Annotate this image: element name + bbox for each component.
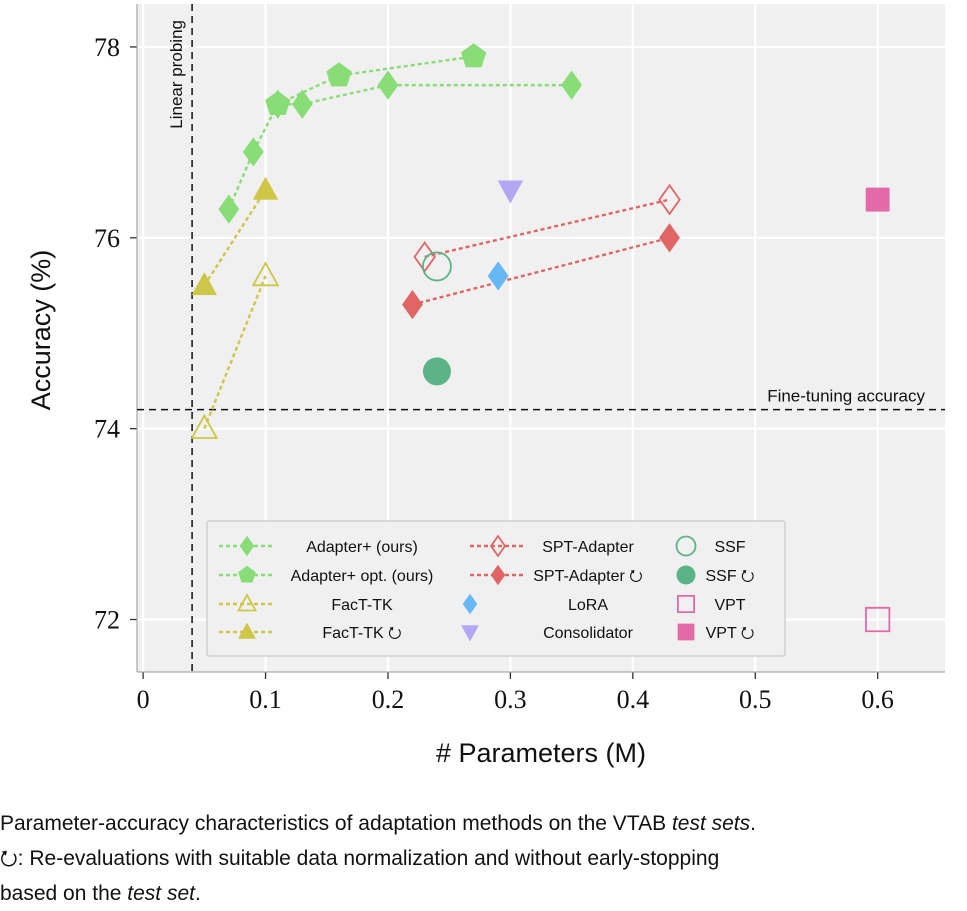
x-tick-label: 0.2 bbox=[372, 685, 405, 714]
adapter-ours-point bbox=[291, 89, 313, 119]
adapter-opt-ours-point bbox=[326, 62, 352, 87]
fact-tk-point bbox=[252, 176, 279, 200]
x-tick-label: 0.4 bbox=[617, 685, 650, 714]
y-tick-label: 74 bbox=[94, 415, 120, 444]
vpt-point bbox=[865, 187, 890, 212]
caption-text: ⭮: Re-evaluations with suitable data nor… bbox=[0, 847, 720, 870]
x-tick-label: 0 bbox=[137, 685, 150, 714]
legend-marker bbox=[238, 565, 256, 583]
fine-tuning-label: Fine-tuning accuracy bbox=[767, 387, 925, 406]
spt-adapter-point bbox=[402, 289, 423, 320]
fact-tk-point bbox=[251, 261, 280, 287]
adapter-opt-ours-line bbox=[277, 55, 474, 106]
series-lines bbox=[203, 55, 670, 430]
legend-marker bbox=[675, 535, 697, 557]
axes: 0 0.1 0.2 0.3 0.4 0.5 0.6 72 74 76 78 # Parameters … bbox=[26, 4, 945, 768]
legend-label: FacT-TK ⭮ bbox=[322, 625, 401, 642]
x-tick-label: 0.5 bbox=[739, 685, 772, 714]
legend-label: SSF ⭮ bbox=[705, 568, 754, 585]
vpt-point bbox=[865, 606, 891, 633]
legend-marker bbox=[462, 593, 478, 615]
figure-caption: Parameter-accuracy characteristics of ad… bbox=[0, 806, 967, 911]
legend-label: SPT-Adapter bbox=[542, 539, 634, 556]
legend-label: FacT-TK bbox=[331, 597, 393, 614]
legend-marker bbox=[238, 622, 256, 639]
adapter-ours-point bbox=[218, 194, 240, 224]
ssf-point bbox=[422, 357, 451, 386]
caption-line-3: based on the test set. bbox=[0, 876, 967, 911]
legend-label: Adapter+ opt. (ours) bbox=[291, 568, 434, 585]
caption-text: Parameter-accuracy characteristics of ad… bbox=[0, 812, 672, 835]
caption-text: . bbox=[750, 812, 756, 835]
legend-label: Adapter+ (ours) bbox=[306, 539, 418, 556]
spt-adapter-point bbox=[658, 183, 681, 216]
adapter-ours-line bbox=[227, 83, 572, 210]
caption-text: based on the bbox=[0, 882, 128, 905]
legend-label: LoRA bbox=[568, 597, 608, 614]
scatter-chart: 0 0.1 0.2 0.3 0.4 0.5 0.6 72 74 76 78 # Parameters … bbox=[26, 4, 945, 768]
linear-probing-label: Linear probing bbox=[167, 20, 186, 129]
y-tick-label: 76 bbox=[94, 224, 120, 253]
adapter-ours-point bbox=[242, 137, 264, 167]
legend-marker bbox=[239, 535, 255, 557]
fact-tk-point bbox=[191, 271, 218, 296]
legend-label: Consolidator bbox=[543, 625, 634, 642]
adapter-ours-point bbox=[377, 70, 399, 100]
spt-adapter-point bbox=[413, 241, 436, 273]
fact-tk-line bbox=[203, 189, 267, 287]
caption-text: . bbox=[194, 882, 201, 905]
legend-label: SSF bbox=[714, 539, 745, 556]
legend-marker bbox=[236, 593, 258, 612]
adapter-ours-point bbox=[561, 70, 583, 100]
spt-adapter-point bbox=[659, 223, 680, 253]
data-markers bbox=[190, 43, 891, 633]
fact-tk-point bbox=[190, 413, 219, 439]
adapter-opt-ours-point bbox=[461, 43, 487, 68]
legend-label: SPT-Adapter ⭮ bbox=[533, 568, 643, 585]
lora-point bbox=[487, 261, 509, 291]
legend-marker bbox=[461, 625, 479, 642]
x-tick-label: 0.6 bbox=[861, 685, 894, 714]
legend-marker bbox=[677, 595, 695, 613]
legend-marker bbox=[677, 623, 695, 641]
x-tick-label: 0.3 bbox=[494, 685, 527, 714]
reference-lines: Linear probing Fine-tuning accuracy bbox=[137, 4, 945, 672]
legend: Adapter+ (ours) Adapter+ opt. (ours) FacT-… bbox=[206, 520, 786, 657]
x-axis-title: # Parameters (M) bbox=[436, 738, 646, 768]
caption-line-2: ⭮: Re-evaluations with suitable data nor… bbox=[0, 841, 967, 876]
y-tick-label: 78 bbox=[94, 33, 120, 62]
y-tick-label: 72 bbox=[94, 606, 120, 635]
consolidator-point bbox=[497, 180, 524, 204]
legend-marker bbox=[490, 564, 506, 586]
spt-adapter-line bbox=[412, 236, 670, 306]
adapter-opt-ours-point bbox=[265, 90, 291, 115]
legend-box bbox=[206, 520, 786, 657]
caption-emphasis: test sets bbox=[671, 812, 751, 835]
x-tick-label: 0.1 bbox=[249, 685, 282, 714]
caption-emphasis: test set bbox=[127, 882, 195, 905]
ssf-point bbox=[422, 251, 452, 282]
legend-marker bbox=[676, 565, 696, 585]
legend-marker bbox=[489, 534, 507, 558]
y-axis-title: Accuracy (%) bbox=[26, 250, 56, 411]
legend-label: VPT bbox=[714, 597, 745, 614]
caption-line-1: Parameter-accuracy characteristics of ad… bbox=[0, 806, 967, 841]
legend-label: VPT ⭮ bbox=[706, 625, 755, 642]
